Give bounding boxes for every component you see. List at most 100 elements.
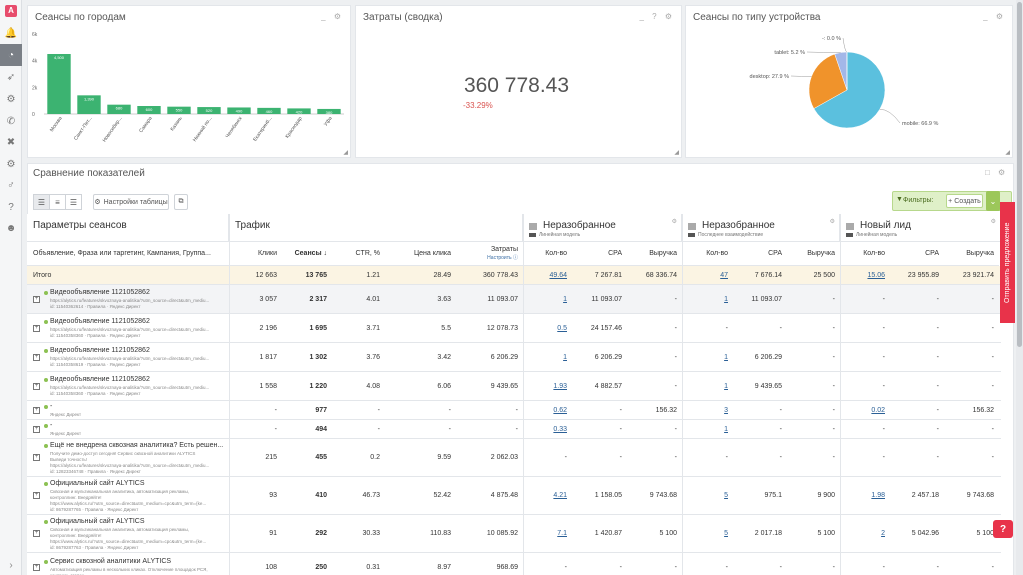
cell-g3-cnt[interactable]: 15.06: [867, 271, 885, 279]
g1-revenue-header[interactable]: Выручка: [627, 242, 682, 266]
expand-row-button[interactable]: +: [33, 382, 40, 390]
bar[interactable]: [317, 108, 341, 114]
g3-cpa-header[interactable]: CPA: [890, 242, 944, 266]
cell-g1-cnt[interactable]: 0.62: [553, 406, 567, 414]
copy-icon[interactable]: ⧉: [174, 194, 188, 210]
cell-g2-cnt[interactable]: 47: [720, 271, 728, 279]
cell-g1-cnt[interactable]: 0.33: [553, 425, 567, 433]
bar[interactable]: [287, 108, 311, 114]
cities-widget-controls[interactable]: _ ⚙: [321, 12, 344, 21]
bar[interactable]: [47, 54, 71, 114]
phone-icon[interactable]: ✆: [6, 115, 16, 127]
table-settings-button[interactable]: ⚙ Настройки таблицы: [93, 194, 169, 210]
cell-g3-cnt[interactable]: 0.02: [871, 406, 885, 414]
cell-g2-cnt[interactable]: 1: [724, 382, 728, 390]
row-title[interactable]: Видеообъявление 1121052862: [50, 347, 150, 354]
row-title[interactable]: Видеообъявление 1121052862: [50, 376, 150, 383]
g2-revenue-header[interactable]: Выручка: [787, 242, 840, 266]
view-list-icon[interactable]: ☰: [65, 194, 82, 210]
pie-slice[interactable]: [808, 53, 848, 109]
cell-g2-cnt[interactable]: 1: [724, 353, 728, 361]
cell-g1-cnt[interactable]: 0.5: [557, 324, 567, 332]
costs-configure-link[interactable]: Настроить ⓘ: [487, 254, 518, 261]
resize-handle[interactable]: ◢: [343, 150, 348, 156]
g3-revenue-header[interactable]: Выручка: [944, 242, 999, 266]
row-title[interactable]: Видеообъявление 1121052862: [50, 318, 150, 325]
cell-g3-cnt[interactable]: 1.98: [871, 492, 885, 499]
row-title[interactable]: Официальный сайт ALYTICS: [50, 479, 145, 487]
g1-count-header[interactable]: Кол-во: [523, 242, 572, 266]
ctr-header[interactable]: CTR, %: [332, 242, 385, 266]
cell-g1-cnt[interactable]: 1.93: [553, 382, 567, 390]
bell-icon[interactable]: 🔔: [4, 27, 18, 39]
devices-widget-controls[interactable]: _ ⚙: [983, 12, 1006, 21]
page-scrollbar-thumb[interactable]: [1017, 2, 1022, 347]
cell-g2-cnt[interactable]: 5: [724, 492, 728, 499]
comparison-controls[interactable]: □ ⚙: [985, 168, 1009, 177]
expand-row-button[interactable]: +: [33, 353, 40, 361]
cell-g2-cnt[interactable]: 1: [724, 425, 728, 433]
g2-count-header[interactable]: Кол-во: [682, 242, 733, 266]
resize-handle[interactable]: ◢: [1005, 150, 1010, 156]
cell-g1-cnt[interactable]: 49.64: [549, 271, 567, 279]
g2-cpa-header[interactable]: CPA: [733, 242, 787, 266]
expand-row-button[interactable]: +: [33, 324, 40, 332]
tie-icon[interactable]: ♂: [7, 179, 15, 191]
user-icon[interactable]: ☻: [5, 222, 17, 234]
bar[interactable]: [107, 104, 131, 114]
cpc-header[interactable]: Цена клика: [385, 242, 456, 266]
bar[interactable]: [257, 107, 281, 114]
bar[interactable]: [77, 95, 101, 114]
row-title[interactable]: -: [50, 403, 53, 410]
expand-sidebar-icon[interactable]: ›: [9, 560, 13, 571]
view-indented-icon[interactable]: ≡: [49, 194, 66, 210]
bar[interactable]: [167, 106, 191, 114]
row-title[interactable]: Видеообъявление 1121052862: [50, 289, 150, 296]
name-header[interactable]: Объявление, Фраза или таргетинг, Кампани…: [27, 242, 229, 266]
column-group-settings-icon[interactable]: ⚙: [990, 219, 996, 225]
bar[interactable]: [137, 106, 161, 114]
app-logo[interactable]: A: [5, 5, 17, 17]
expand-row-button[interactable]: +: [33, 406, 40, 414]
column-group-settings-icon[interactable]: ⚙: [829, 219, 835, 225]
help-icon[interactable]: ?: [8, 201, 14, 213]
expand-row-button[interactable]: +: [33, 492, 40, 499]
row-title[interactable]: Официальный сайт ALYTICS: [50, 517, 145, 525]
cell-g1-cnt[interactable]: 1: [563, 295, 567, 303]
costs-header[interactable]: Затраты Настроить ⓘ: [456, 242, 523, 266]
dashboard-icon[interactable]: ◔: [0, 44, 22, 66]
rocket-icon[interactable]: ➶: [6, 71, 16, 83]
gears-icon[interactable]: ⚙: [6, 93, 16, 105]
column-group-settings-icon[interactable]: ⚙: [671, 219, 677, 225]
cell-g2-cnt[interactable]: 3: [724, 406, 728, 414]
sessions-header[interactable]: Сеансы ↓: [282, 242, 332, 266]
cell-g1-cnt[interactable]: 4.21: [553, 492, 567, 499]
expand-row-button[interactable]: +: [33, 454, 40, 461]
create-filter-button[interactable]: + Создать: [946, 194, 983, 208]
pie-slice[interactable]: [813, 51, 886, 129]
clicks-header[interactable]: Клики: [229, 242, 282, 266]
row-title[interactable]: Сервис сквозной аналитики ALYTICS: [50, 557, 172, 565]
chevron-down-icon[interactable]: ⌄: [986, 191, 1000, 211]
cell-g2-cnt[interactable]: 5: [724, 530, 728, 537]
tools-icon[interactable]: ✖: [6, 136, 16, 148]
g1-cpa-header[interactable]: CPA: [572, 242, 627, 266]
row-title[interactable]: -: [50, 422, 53, 429]
bar[interactable]: [227, 107, 251, 114]
expand-row-button[interactable]: +: [33, 530, 40, 537]
cell-g1-cnt[interactable]: 1: [563, 353, 567, 361]
resize-handle[interactable]: ◢: [674, 150, 679, 156]
cell-g3-cnt[interactable]: 2: [881, 530, 885, 537]
row-title[interactable]: Ещё не внедрена сквозная аналитика? Есть…: [50, 441, 224, 449]
help-button[interactable]: ?: [993, 520, 1013, 538]
g3-count-header[interactable]: Кол-во: [840, 242, 890, 266]
cell-g1-cnt[interactable]: 7.1: [557, 530, 567, 537]
bar[interactable]: [197, 107, 221, 114]
view-compact-icon[interactable]: ☰: [33, 194, 50, 210]
costs-widget-controls[interactable]: _ ? ⚙: [639, 12, 675, 21]
send-feedback-tab[interactable]: Отправить предложение: [1000, 202, 1015, 323]
cell-g2-cnt[interactable]: 1: [724, 295, 728, 303]
expand-row-button[interactable]: +: [33, 425, 40, 433]
expand-row-button[interactable]: +: [33, 295, 40, 303]
expand-row-button[interactable]: +: [33, 564, 40, 571]
